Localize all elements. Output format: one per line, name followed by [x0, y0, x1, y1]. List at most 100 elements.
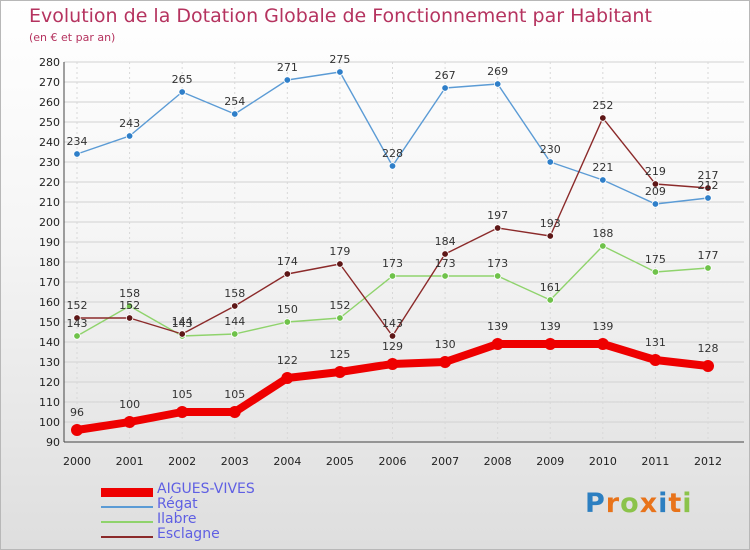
logo-letter: i [658, 488, 669, 519]
series-aigues-vives [71, 338, 714, 436]
series-r-gat [73, 68, 712, 208]
point-esclagne-2011 [651, 180, 660, 188]
point-ilabre-2007 [441, 272, 449, 280]
y-tick-label-220: 220 [39, 176, 60, 189]
x-tick-label-2010: 2010 [589, 455, 617, 468]
series-esclagne [73, 114, 712, 340]
point-ilabre-2003 [231, 330, 239, 338]
y-tick-label-120: 120 [39, 376, 60, 389]
legend-label-r-gat: Régat [157, 496, 198, 512]
x-tick-label-2006: 2006 [379, 455, 407, 468]
label-r-gat-2012: 212 [698, 179, 719, 192]
point-r-gat-2003 [231, 110, 239, 118]
label-r-gat-2007: 267 [435, 69, 456, 82]
point-esclagne-2008 [493, 224, 502, 232]
label-ilabre-2009: 161 [540, 281, 561, 294]
label-esclagne-2006: 143 [382, 317, 403, 330]
y-tick-label-100: 100 [39, 416, 60, 429]
point-ilabre-2005 [336, 314, 344, 322]
y-axis-ticks: 90 100 110 120 130 140 150 160 170 180 190 200 210 22… [39, 56, 60, 449]
label-esclagne-2000: 152 [67, 299, 88, 312]
label-aigues-vives-2012: 128 [698, 342, 719, 355]
y-tick-label-130: 130 [39, 356, 60, 369]
point-esclagne-2009 [546, 232, 554, 240]
point-esclagne-2012 [704, 184, 712, 192]
chart-title: Evolution de la Dotation Globale de Fonc… [29, 5, 652, 27]
point-ilabre-2006 [388, 272, 397, 280]
point-r-gat-2009 [546, 158, 554, 166]
label-ilabre-2005: 152 [329, 299, 350, 312]
y-tick-label-260: 260 [39, 96, 60, 109]
y-tick-label-140: 140 [39, 336, 60, 349]
legend-label-ilabre: Ilabre [157, 511, 197, 527]
y-tick-label-170: 170 [39, 276, 60, 289]
grid-lines [64, 61, 744, 443]
point-ilabre-2008 [493, 272, 502, 280]
point-aigues-vives-2009 [544, 338, 557, 350]
x-tick-label-2005: 2005 [326, 455, 354, 468]
x-tick-label-2007: 2007 [431, 455, 459, 468]
logo-letter: i [682, 488, 693, 519]
label-aigues-vives-2004: 122 [277, 354, 298, 367]
y-tick-label-250: 250 [39, 116, 60, 129]
x-tick-label-2008: 2008 [484, 455, 512, 468]
label-esclagne-2008: 197 [487, 209, 508, 222]
y-tick-label-210: 210 [39, 196, 60, 209]
label-r-gat-2002: 265 [172, 73, 193, 86]
label-r-gat-2008: 269 [487, 65, 508, 78]
y-tick-label-110: 110 [39, 396, 60, 409]
label-r-gat-2004: 271 [277, 61, 298, 74]
point-aigues-vives-2005 [333, 366, 346, 378]
y-tick-label-270: 270 [39, 76, 60, 89]
label-ilabre-2004: 150 [277, 303, 298, 316]
logo-letter: x [639, 488, 659, 519]
label-esclagne-2007: 184 [435, 235, 456, 248]
label-r-gat-2000: 234 [67, 135, 88, 148]
label-esclagne-2010: 252 [592, 99, 613, 112]
legend-swatch-aigues-vives [101, 487, 153, 497]
x-tick-label-2002: 2002 [168, 455, 196, 468]
y-tick-label-160: 160 [39, 296, 60, 309]
label-r-gat-2003: 254 [224, 95, 245, 108]
point-aigues-vives-2008 [491, 338, 504, 350]
proxiti-logo: Proxiti [585, 488, 693, 519]
point-esclagne-2003 [231, 302, 239, 310]
label-ilabre-2012: 177 [698, 249, 719, 262]
point-ilabre-2001 [125, 302, 134, 310]
label-ilabre-2002: 143 [172, 317, 193, 330]
point-ilabre-2004 [283, 318, 292, 326]
label-esclagne-2009: 193 [540, 217, 561, 230]
point-aigues-vives-2003 [228, 406, 241, 418]
label-r-gat-2006: 228 [382, 147, 403, 160]
legend-label-esclagne: Esclagne [157, 526, 220, 542]
x-tick-label-2012: 2012 [694, 455, 722, 468]
point-ilabre-2010 [599, 242, 607, 250]
y-tick-label-190: 190 [39, 236, 60, 249]
legend-swatch-ilabre [101, 521, 153, 523]
label-esclagne-2005: 179 [329, 245, 350, 258]
legend: AIGUES-VIVES Régat Ilabre Esclagne [101, 481, 331, 546]
x-tick-label-2009: 2009 [536, 455, 564, 468]
label-r-gat-2010: 221 [592, 161, 613, 174]
point-r-gat-2005 [336, 68, 344, 76]
point-aigues-vives-2010 [596, 338, 609, 350]
label-r-gat-2011: 209 [645, 185, 666, 198]
logo-letter: r [605, 488, 621, 519]
x-tick-label-2004: 2004 [273, 455, 301, 468]
point-aigues-vives-2006 [386, 358, 399, 370]
x-tick-label-2000: 2000 [63, 455, 91, 468]
point-r-gat-2000 [73, 150, 81, 158]
point-esclagne-2006 [388, 332, 397, 340]
label-ilabre-2006: 173 [382, 257, 403, 270]
logo-letter: o [620, 488, 640, 519]
point-r-gat-2001 [125, 132, 134, 140]
label-aigues-vives-2011: 131 [645, 336, 666, 349]
label-aigues-vives-2006: 129 [382, 340, 403, 353]
label-esclagne-2002: 144 [172, 315, 193, 328]
legend-swatch-esclagne [101, 536, 153, 538]
point-aigues-vives-2002 [176, 406, 189, 418]
chart-subtitle: (en € et par an) [29, 31, 116, 44]
point-aigues-vives-2004 [281, 372, 294, 384]
